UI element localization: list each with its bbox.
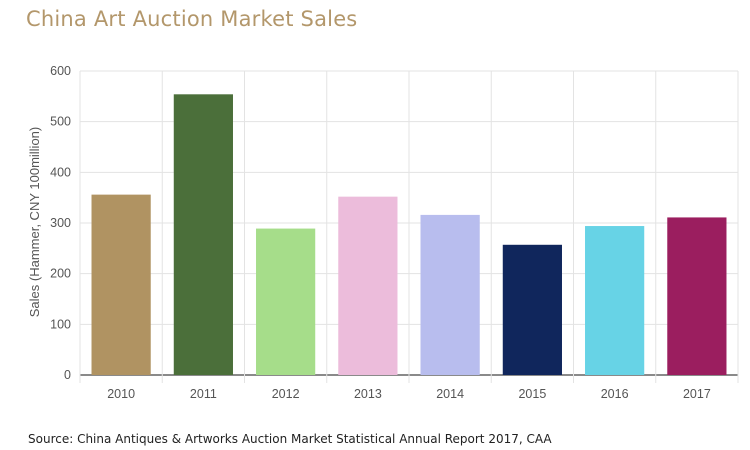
y-tick-label: 0 [64, 368, 71, 382]
y-tick-label: 200 [50, 267, 71, 281]
bar-2010 [91, 194, 151, 375]
bars [91, 94, 727, 375]
bar-2015 [502, 244, 562, 375]
bar-2017 [667, 217, 727, 375]
y-axis-title: Sales (Hammer, CNY 100million) [27, 127, 42, 318]
y-tick-label: 100 [50, 317, 71, 331]
x-tick-label: 2011 [190, 387, 217, 401]
bar-2014 [420, 214, 480, 375]
chart-title: China Art Auction Market Sales [26, 7, 358, 31]
x-tick-label: 2015 [518, 387, 546, 401]
x-tick-label: 2013 [354, 387, 382, 401]
bar-2013 [338, 196, 398, 375]
y-axis-ticks: 0 100 200 300 400 500 600 [50, 64, 71, 382]
bar-2016 [585, 226, 645, 375]
bar-2012 [256, 228, 316, 375]
x-tick-label: 2014 [436, 387, 464, 401]
x-tick-label: 2010 [107, 387, 135, 401]
y-tick-label: 500 [50, 115, 71, 129]
x-tick-label: 2012 [272, 387, 300, 401]
x-axis-ticks: 2010 2011 2012 2013 2014 2015 2016 2017 [107, 387, 711, 401]
source-note: Source: China Antiques & Artworks Auctio… [28, 432, 552, 446]
bar-2011 [173, 94, 233, 375]
y-tick-label: 400 [50, 165, 71, 179]
x-tick-label: 2016 [601, 387, 629, 401]
y-tick-label: 300 [50, 216, 71, 230]
x-tick-label: 2017 [683, 387, 711, 401]
y-tick-label: 600 [50, 64, 71, 78]
bar-chart: 0 100 200 300 400 500 600 2010 2011 2012 2013 2014… [27, 64, 739, 401]
